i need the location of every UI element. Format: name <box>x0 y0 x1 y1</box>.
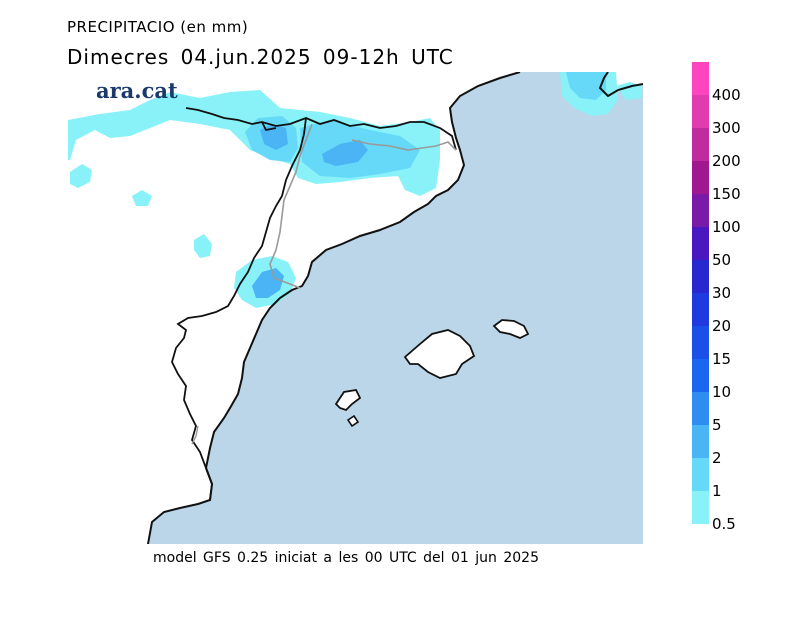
model-footer: model GFS 0.25 iniciat a les 00 UTC del … <box>153 550 539 566</box>
legend-label: 150 <box>712 185 741 203</box>
border-valencia <box>191 425 199 445</box>
legend-label: 200 <box>712 152 741 170</box>
precip-north-east-small <box>616 82 642 100</box>
precip-north-core-4 <box>322 140 368 166</box>
legend-label: 30 <box>712 284 732 302</box>
legend-label: 100 <box>712 218 741 236</box>
forecast-date-line: Dimecres 04.jun.2025 09-12h UTC <box>67 45 454 69</box>
precip-west-1 <box>70 164 92 188</box>
legend-swatch <box>692 227 709 260</box>
legend-swatch <box>692 128 709 161</box>
precip-west-2 <box>132 190 152 206</box>
border-france <box>185 107 457 151</box>
legend-label: 0.5 <box>712 515 736 533</box>
legend-swatch <box>692 260 709 293</box>
legend-label: 400 <box>712 86 741 104</box>
legend-swatch <box>692 293 709 326</box>
chart-title: PRECIPITACIO (en mm) <box>67 18 249 36</box>
legend-label: 15 <box>712 350 732 368</box>
precip-west-3 <box>194 234 212 258</box>
legend-swatch <box>692 95 709 128</box>
legend-label: 300 <box>712 119 741 137</box>
eivissa-island <box>334 389 362 412</box>
border-aragon <box>171 117 307 501</box>
mallorca-island <box>403 329 476 379</box>
precip-delta-core <box>252 268 284 298</box>
precip-north-east-core <box>566 72 606 100</box>
legend-label: 2 <box>712 449 722 467</box>
legend-swatch <box>692 458 709 491</box>
legend-swatch <box>692 194 709 227</box>
legend-swatch <box>692 425 709 458</box>
legend-swatch <box>692 161 709 194</box>
legend-label: 5 <box>712 416 722 434</box>
legend-swatch <box>692 392 709 425</box>
legend-swatch <box>692 491 709 524</box>
menorca-island <box>492 319 530 339</box>
coastline-north-east <box>598 72 643 98</box>
legend-swatch <box>692 326 709 359</box>
legend-label: 20 <box>712 317 732 335</box>
ara-cat-logo: ara.cat <box>96 78 178 103</box>
legend-swatch <box>692 359 709 392</box>
formentera-island <box>346 414 360 428</box>
border-catalonia-internal <box>269 123 313 289</box>
border-catalonia-north <box>351 139 457 151</box>
border-andorra <box>261 121 277 132</box>
legend-label: 1 <box>712 482 722 500</box>
legend-swatch <box>692 62 709 95</box>
legend-label: 50 <box>712 251 732 269</box>
legend-label: 10 <box>712 383 732 401</box>
